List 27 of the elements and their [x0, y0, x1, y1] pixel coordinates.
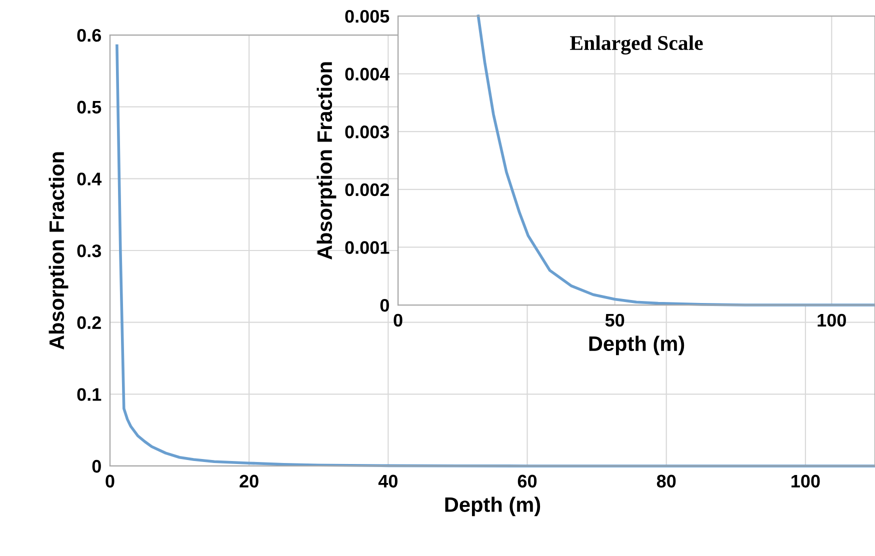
y-tick-label: 0.002 — [345, 183, 389, 196]
x-axis-title: Depth (m) — [445, 496, 540, 516]
y-tick-label: 0.2 — [77, 316, 101, 330]
x-tick-label: 100 — [818, 314, 846, 327]
x-tick-label: 50 — [605, 314, 624, 327]
y-tick-label: 0.4 — [77, 172, 102, 186]
y-tick-label: 0.3 — [77, 244, 102, 258]
x-tick-label: 0 — [394, 314, 402, 327]
x-tick-label: 40 — [378, 474, 398, 488]
y-tick-label: 0 — [92, 460, 101, 473]
y-tick-label: 0.003 — [345, 126, 390, 138]
annotation: Enlarged Scale — [570, 35, 703, 54]
y-axis-title: Absorption Fraction — [48, 152, 68, 350]
y-tick-label: 0.005 — [345, 10, 390, 23]
x-tick-label: 20 — [240, 474, 258, 488]
x-tick-label: 80 — [656, 474, 676, 488]
x-axis-title: Depth (m) — [589, 336, 684, 356]
y-tick-label: 0.5 — [77, 100, 102, 114]
y-tick-label: 0.6 — [77, 28, 102, 42]
y-tick-label: 0 — [380, 298, 389, 312]
y-axis-title: Absorption Fraction — [316, 62, 336, 260]
x-tick-label: 60 — [518, 474, 537, 488]
x-tick-label: 0 — [106, 474, 114, 488]
x-tick-label: 100 — [792, 474, 820, 488]
y-tick-label: 0.004 — [345, 68, 390, 81]
y-tick-label: 0.1 — [77, 388, 102, 401]
y-tick-label: 0.001 — [345, 241, 390, 254]
